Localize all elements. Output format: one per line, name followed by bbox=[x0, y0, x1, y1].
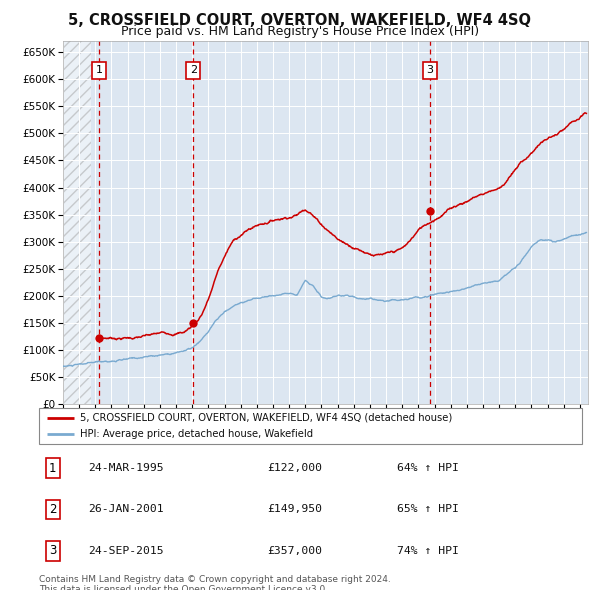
Text: 24-MAR-1995: 24-MAR-1995 bbox=[88, 463, 163, 473]
Text: 5, CROSSFIELD COURT, OVERTON, WAKEFIELD, WF4 4SQ: 5, CROSSFIELD COURT, OVERTON, WAKEFIELD,… bbox=[68, 13, 532, 28]
Text: 1: 1 bbox=[49, 461, 56, 475]
Text: Price paid vs. HM Land Registry's House Price Index (HPI): Price paid vs. HM Land Registry's House … bbox=[121, 25, 479, 38]
Text: £149,950: £149,950 bbox=[267, 504, 322, 514]
Text: £122,000: £122,000 bbox=[267, 463, 322, 473]
Text: 64% ↑ HPI: 64% ↑ HPI bbox=[397, 463, 459, 473]
Text: 74% ↑ HPI: 74% ↑ HPI bbox=[397, 546, 459, 556]
Text: 26-JAN-2001: 26-JAN-2001 bbox=[88, 504, 163, 514]
Text: 24-SEP-2015: 24-SEP-2015 bbox=[88, 546, 163, 556]
Text: 2: 2 bbox=[49, 503, 56, 516]
Text: 65% ↑ HPI: 65% ↑ HPI bbox=[397, 504, 459, 514]
Text: 3: 3 bbox=[49, 544, 56, 558]
Text: 5, CROSSFIELD COURT, OVERTON, WAKEFIELD, WF4 4SQ (detached house): 5, CROSSFIELD COURT, OVERTON, WAKEFIELD,… bbox=[80, 413, 452, 423]
Text: 1: 1 bbox=[95, 65, 103, 76]
FancyBboxPatch shape bbox=[39, 408, 582, 444]
Text: Contains HM Land Registry data © Crown copyright and database right 2024.
This d: Contains HM Land Registry data © Crown c… bbox=[39, 575, 391, 590]
Text: HPI: Average price, detached house, Wakefield: HPI: Average price, detached house, Wake… bbox=[80, 429, 313, 439]
Bar bbox=[63, 41, 91, 404]
Text: £357,000: £357,000 bbox=[267, 546, 322, 556]
Text: 3: 3 bbox=[427, 65, 434, 76]
Text: 2: 2 bbox=[190, 65, 197, 76]
